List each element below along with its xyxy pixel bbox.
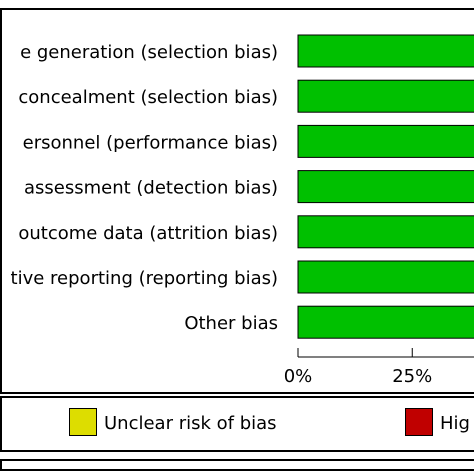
plot-frame — [0, 8, 474, 394]
bar-2-series-1 — [297, 79, 474, 113]
category-labels: e generation (selection bias) concealment… — [11, 42, 278, 334]
bars-layer — [297, 34, 474, 339]
legend-label-unclear: Unclear risk of bias — [104, 413, 277, 434]
category-label-1: e generation (selection bias) — [20, 42, 278, 63]
bar-4-series-1 — [297, 170, 474, 204]
bar-3-series-1 — [297, 124, 474, 158]
category-label-6: tive reporting (reporting bias) — [11, 268, 278, 289]
x-tick-label-1: 0% — [284, 366, 313, 387]
bar-1-series-1 — [297, 34, 474, 68]
category-label-7: Other bias — [184, 313, 278, 334]
legend-frame — [0, 396, 474, 452]
x-axis: 0% 25% — [284, 348, 474, 387]
bar-5-series-1 — [297, 215, 474, 249]
category-label-2: concealment (selection bias) — [18, 87, 278, 108]
legend-swatch-high — [405, 408, 433, 436]
category-label-4: assessment (detection bias) — [24, 178, 278, 199]
x-tick-label-2: 25% — [392, 366, 432, 387]
category-label-3: ersonnel (performance bias) — [23, 132, 278, 153]
bar-7-series-1 — [297, 305, 474, 339]
bar-6-series-1 — [297, 260, 474, 294]
category-label-5: outcome data (attrition bias) — [18, 223, 278, 244]
legend-label-high: Hig — [440, 413, 470, 434]
bottom-frame — [0, 459, 474, 471]
legend-swatch-unclear — [69, 408, 97, 436]
